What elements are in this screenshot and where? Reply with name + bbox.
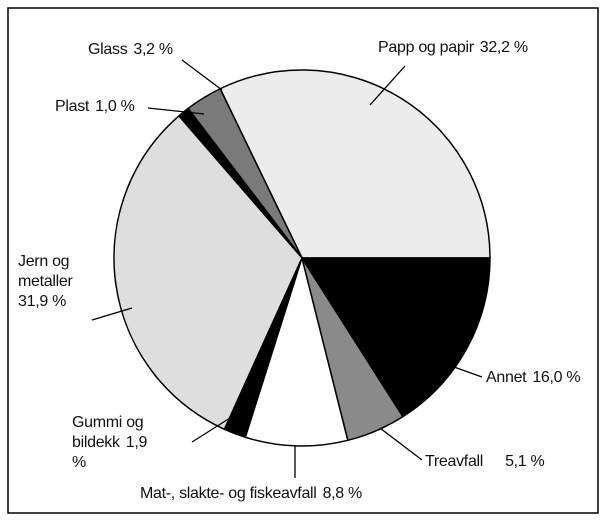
- pie-slice: [300, 257, 491, 418]
- value-label: 8,8 %: [322, 485, 363, 502]
- category-label: Gummi og bildekk: [72, 414, 144, 451]
- category-label: Glass: [88, 41, 128, 58]
- leader-line: [379, 427, 423, 461]
- value-label: 3,2 %: [133, 41, 173, 58]
- pie-slice: [113, 114, 303, 431]
- leader-line: [91, 307, 133, 321]
- category-label: Annet: [486, 369, 527, 386]
- category-label: Treavfall: [425, 453, 484, 470]
- value-label: 16,0 %: [532, 369, 581, 386]
- leader-line: [147, 107, 205, 115]
- value-label: 5,1 %: [505, 453, 545, 470]
- frame: [7, 7, 599, 514]
- leader-line: [181, 59, 223, 91]
- value-label: 32,2 %: [479, 39, 528, 56]
- pie: [113, 69, 491, 447]
- category-label: Jern og metaller: [18, 253, 73, 290]
- leaders: [91, 59, 483, 478]
- value-label: 1,0 %: [95, 98, 135, 115]
- slice-label: Mat-, slakte- og fiskeavfall 8,8 %: [140, 484, 368, 504]
- slice-label: Annet 16,0 %: [486, 368, 586, 388]
- category-label: Plast: [55, 98, 90, 115]
- slice-label: Jern og metaller 31,9 %: [18, 252, 88, 312]
- slice-label: Glass 3,2 %: [88, 40, 179, 60]
- slice-label: Gummi og bildekk 1,9 %: [72, 413, 150, 473]
- leader-line: [191, 417, 231, 443]
- category-label: Mat-, slakte- og fiskeavfall: [140, 485, 317, 502]
- slice-label: Papp og papir 32,2 %: [378, 38, 534, 58]
- pie-slice: [219, 69, 491, 259]
- value-label: 1,9 %: [72, 434, 148, 471]
- slice-label: Plast 1,0 %: [55, 97, 141, 117]
- value-label: 31,9 %: [18, 293, 67, 310]
- pie-slice: [244, 255, 349, 447]
- category-label: Papp og papir: [378, 39, 474, 56]
- leader-line: [439, 361, 483, 378]
- slice-label: Treavfall 5,1 %: [425, 452, 550, 472]
- leader-line: [369, 65, 406, 106]
